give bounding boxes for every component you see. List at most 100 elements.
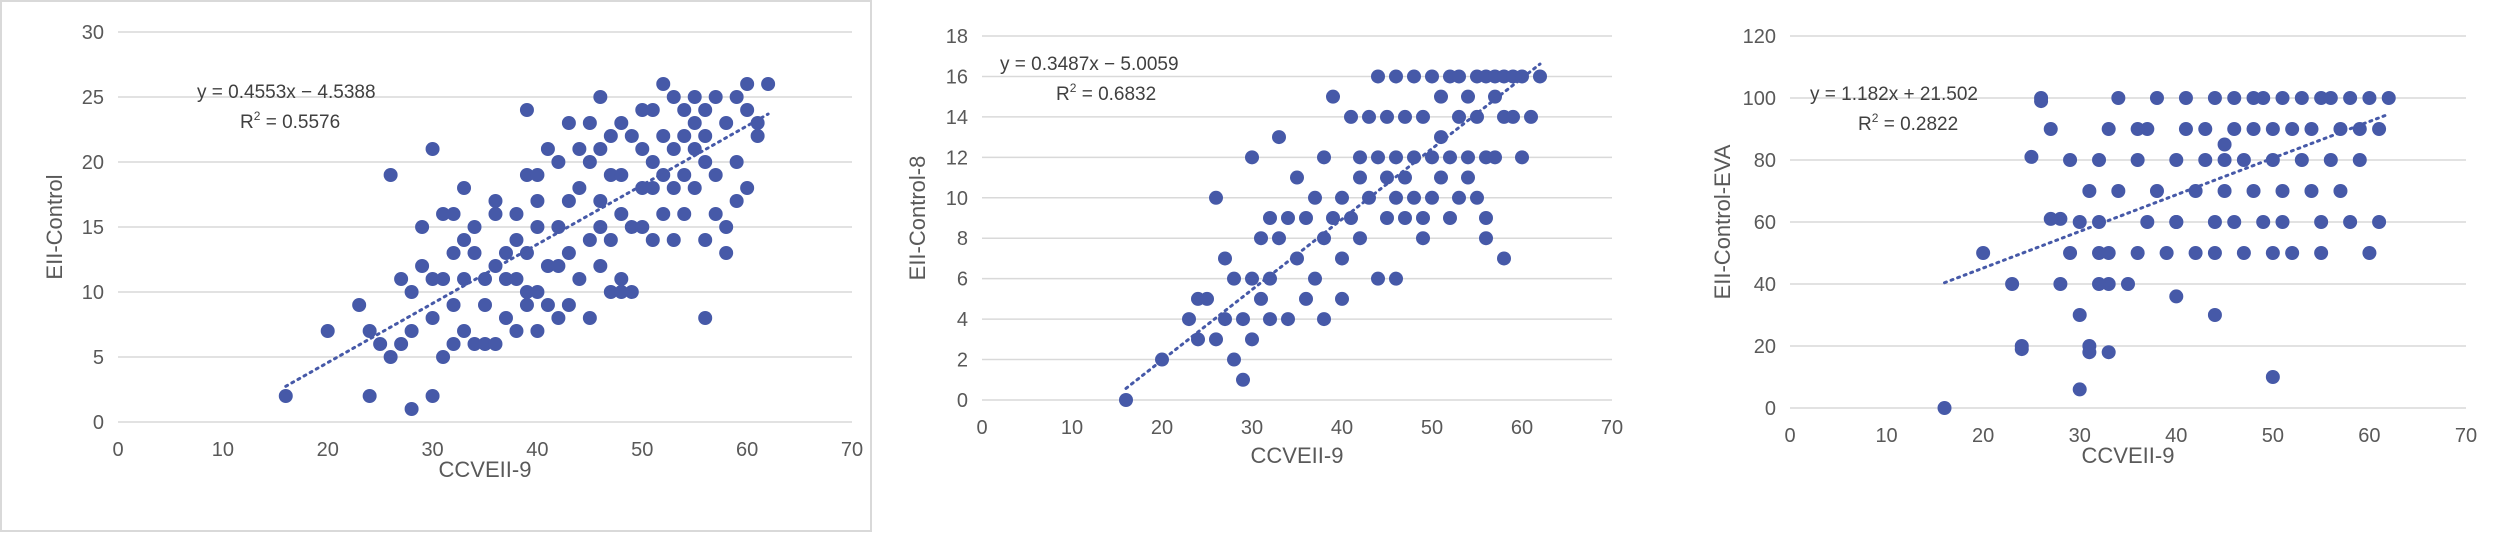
data-point [2014,339,2029,353]
data-point [362,324,377,338]
data-point [2207,308,2222,322]
data-point [457,324,472,338]
data-point [1506,109,1520,124]
data-point [1497,251,1511,266]
data-point [1937,401,1952,415]
data-point [1245,150,1259,165]
data-point [2227,122,2242,136]
data-point [1389,69,1403,84]
data-point [519,103,534,117]
data-point [2246,122,2261,136]
data-point [478,298,492,312]
data-point [698,311,713,325]
data-point [603,285,618,299]
data-point [1416,231,1430,246]
x-tick-label: 40 [1331,417,1353,439]
data-point [498,311,513,325]
data-point [572,181,587,195]
data-point [729,155,744,169]
y-tick-label: 14 [946,107,968,129]
y-tick-label: 0 [957,390,968,412]
data-point [2314,91,2329,105]
data-point [1344,109,1358,124]
data-point [624,220,639,234]
trendline-equation: y = 1.182x + 21.502 [1810,84,1978,105]
data-point [2227,215,2242,229]
r-squared-exponent: 2 [1070,81,1077,95]
data-point [2034,94,2049,109]
data-point [1479,211,1493,225]
data-point [1407,190,1421,205]
data-point [2343,215,2358,229]
scatter-chart-eii-control-8: 0 2 4 6 8 10 12 14 16 18 0 10 20 30 40 50 60 70 CCVEII-9 EI… [905,26,1623,468]
y-tick-label: 25 [82,87,104,109]
data-point [2198,122,2213,136]
data-point [2140,215,2155,229]
data-point [1398,211,1412,225]
data-point [2246,184,2261,198]
data-point [1479,231,1493,246]
data-point [593,142,608,156]
data-point [2381,91,2396,105]
data-point [645,233,660,247]
data-point [1416,109,1430,124]
data-point [1443,211,1457,225]
chart-panel-3: 0 20 40 60 80 100 120 0 10 20 30 40 50 60 70 CCVEII-9 EI… [1690,0,2508,532]
r-squared-value: = 0.5576 [260,112,340,133]
data-point [1434,89,1448,104]
data-point [677,207,692,221]
r-squared-label: R2 = 0.5576 [240,109,340,133]
data-point [645,155,660,169]
data-point [1533,69,1547,84]
data-point [1452,190,1466,205]
data-point [1272,231,1286,246]
y-tick-label: 40 [1754,274,1776,296]
data-point [677,103,692,117]
x-tick-label: 20 [317,439,339,461]
data-point [572,272,587,286]
y-tick-label: 80 [1754,150,1776,172]
data-point [1371,69,1385,84]
data-point [425,272,440,286]
chart-panel-2: 0 2 4 6 8 10 12 14 16 18 0 10 20 30 40 50 60 70 CCVEII-9 EI… [880,0,1680,532]
x-tick-label: 50 [2262,425,2284,447]
data-point [2265,246,2280,260]
data-point [1398,109,1412,124]
data-point [1452,109,1466,124]
data-point [2178,122,2193,136]
data-point [446,337,461,351]
data-point [582,311,597,325]
scatter-chart-eii-control-eva: 0 20 40 60 80 100 120 0 10 20 30 40 50 60 70 CCVEII-9 EI… [1710,26,2477,468]
data-point [2169,289,2184,304]
data-point [551,220,566,234]
data-point [1353,170,1367,185]
data-point [519,285,534,299]
data-point [572,142,587,156]
y-tick-label: 12 [946,147,968,169]
data-point [603,129,618,143]
data-point [2294,91,2309,105]
data-point [750,116,765,130]
x-tick-label: 0 [1784,425,1795,447]
data-point [687,116,702,130]
data-point [2149,184,2164,198]
data-point [1371,271,1385,286]
data-point [373,337,388,351]
data-point [383,168,398,182]
data-point [1371,150,1385,165]
data-point [2101,122,2116,136]
x-tick-label: 10 [1061,417,1083,439]
data-point [1182,312,1196,327]
data-point [1290,170,1304,185]
data-point [2323,91,2338,105]
y-axis-title: EII-Control [42,174,67,279]
data-point [2053,277,2068,291]
data-point [677,129,692,143]
data-point [488,207,503,221]
data-point [614,168,629,182]
y-tick-label: 100 [1743,88,1776,110]
data-point [2082,184,2097,198]
data-point [603,168,618,182]
x-tick-label: 70 [2455,425,2477,447]
data-point [687,90,702,104]
